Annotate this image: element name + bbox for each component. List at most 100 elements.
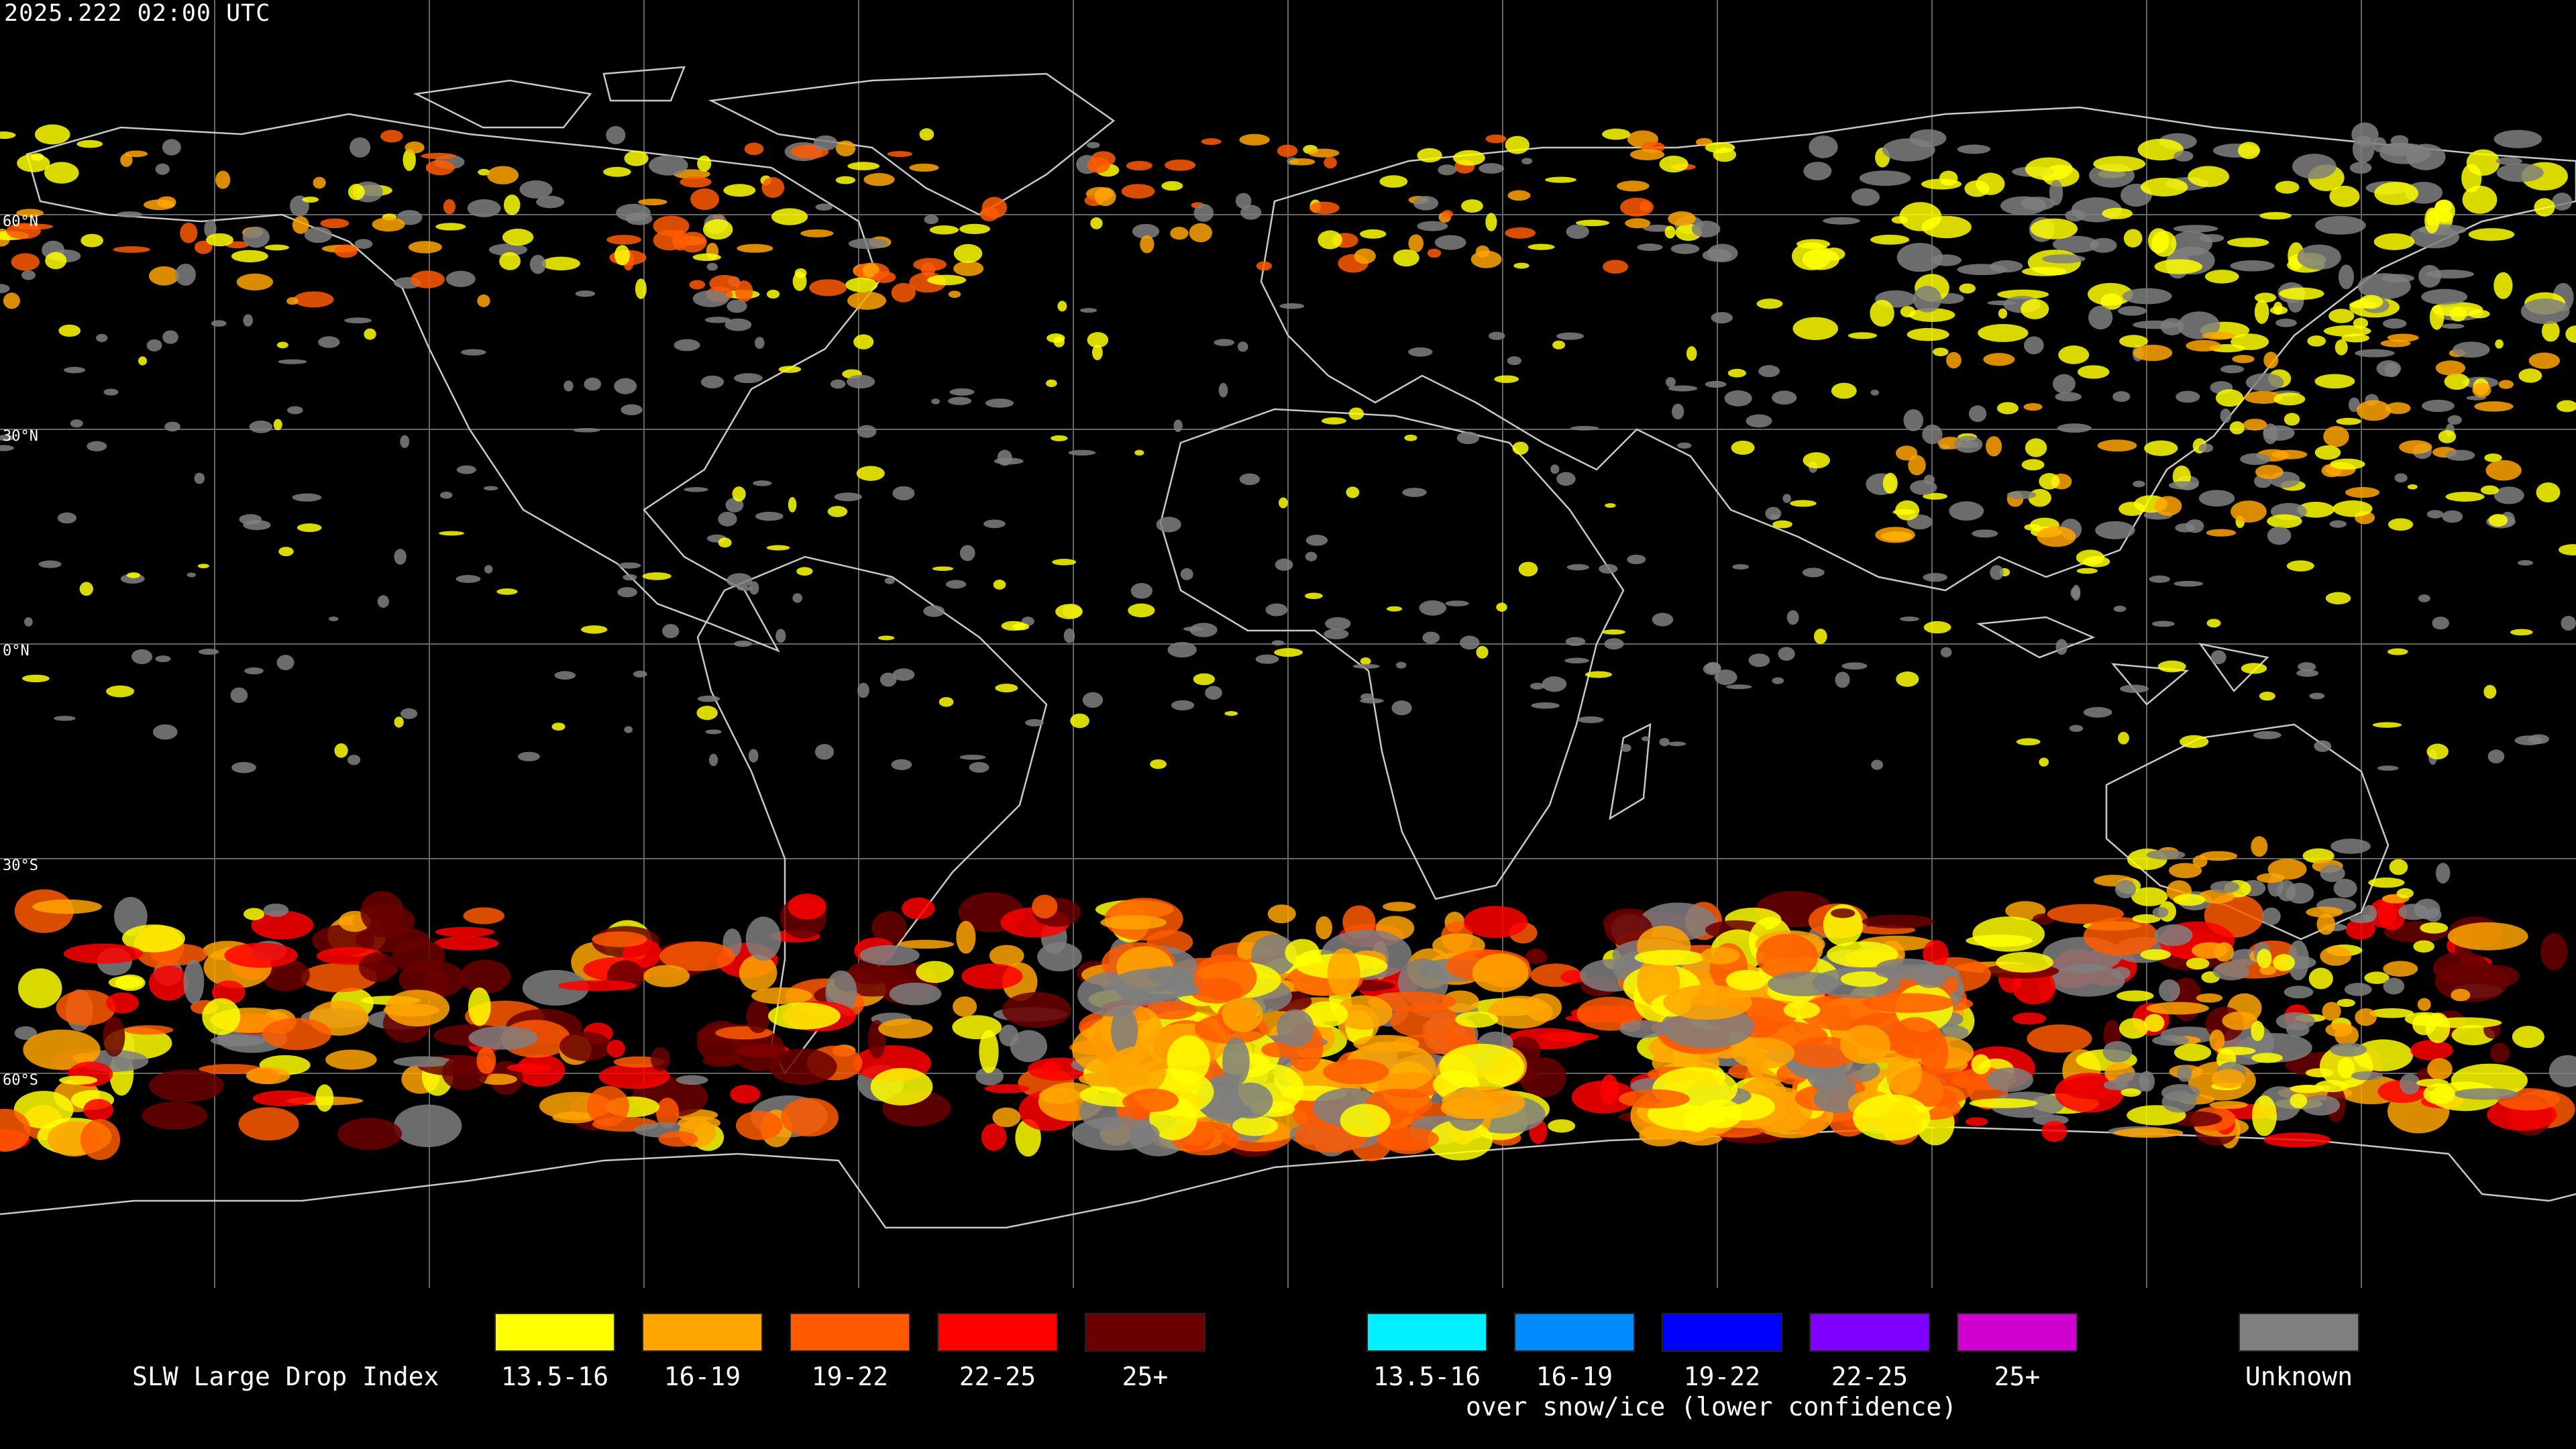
cloud-cell <box>438 531 464 536</box>
cloud-cell <box>2151 621 2175 627</box>
cloud-cell <box>87 441 107 451</box>
cloud-cell <box>2177 1065 2192 1082</box>
cloud-cell <box>435 223 466 231</box>
cloud-cell <box>1239 473 1260 486</box>
cloud-cell <box>455 575 481 583</box>
cloud-cell <box>144 199 175 211</box>
cloud-cell <box>2198 490 2235 507</box>
cloud-cell <box>286 297 299 305</box>
cloud-cell <box>635 278 647 299</box>
cloud-cell <box>2093 156 2146 172</box>
cloud-cell <box>408 241 442 254</box>
cloud-cell <box>1324 629 1349 640</box>
cloud-cell <box>1126 160 1152 171</box>
label-snow-2: 16-19 <box>1536 1362 1613 1391</box>
cloud-cell <box>2263 1132 2331 1148</box>
cloud-cell <box>1870 234 1910 245</box>
cloud-cell <box>2518 368 2542 383</box>
cloud-cell <box>2496 163 2544 182</box>
cloud-cell <box>847 291 887 310</box>
cloud-cell <box>476 1046 496 1074</box>
cloud-cell <box>1900 306 1916 318</box>
lat-lon-grid <box>0 0 2576 1288</box>
cloud-cell <box>1505 227 1536 239</box>
cloud-cell <box>2387 648 2408 655</box>
cloud-cell <box>293 291 334 308</box>
cloud-cell <box>238 1107 299 1141</box>
cloud-cell <box>2451 989 2471 1002</box>
cloud-cell <box>1886 1053 1922 1096</box>
cloud-cell <box>57 512 77 524</box>
cloud-cell <box>2474 401 2514 412</box>
cloud-cell <box>1957 264 2008 276</box>
cloud-cell <box>1012 623 1030 631</box>
cloud-cell <box>2047 904 2125 924</box>
cloud-cell <box>1130 583 1153 599</box>
cloud-cell <box>857 425 877 438</box>
cloud-cell <box>1746 414 1772 428</box>
cloud-cell <box>2025 157 2073 180</box>
cloud-cell <box>113 246 150 253</box>
cloud-cell <box>1966 934 2033 947</box>
cloud-cell <box>1237 341 1248 352</box>
snow-ice-caption: over snow/ice (lower confidence) <box>1466 1392 1957 1421</box>
cloud-cell <box>2271 449 2308 460</box>
cloud-cell <box>2113 1128 2184 1138</box>
cloud-cell <box>1224 711 1238 716</box>
cloud-cell <box>350 137 371 158</box>
cloud-cell <box>1896 671 1919 687</box>
cloud-cell <box>592 931 647 947</box>
cloud-cell <box>125 150 148 158</box>
cloud-cell <box>2362 905 2377 922</box>
cloud-cell <box>1618 1089 1690 1109</box>
cloud-cell <box>435 926 494 937</box>
cloud-cell <box>771 208 808 225</box>
cloud-cell <box>2095 521 2135 539</box>
cloud-cell <box>1531 702 1560 709</box>
label-primary-5: 25+ <box>1122 1362 1169 1391</box>
cloud-cell <box>400 435 410 448</box>
cloud-cell <box>2447 922 2528 951</box>
cloud-cell <box>835 140 856 157</box>
cloud-cell <box>897 940 955 949</box>
cloud-cell <box>727 573 753 588</box>
cloud-cell <box>1986 1067 2034 1092</box>
cloud-cell <box>2152 1035 2190 1046</box>
cloud-cell <box>1316 916 1332 940</box>
cloud-cell <box>2027 1024 2092 1053</box>
swatch-snow-3 <box>1662 1313 1782 1352</box>
cloud-cell <box>1969 1098 2038 1108</box>
cloud-cell <box>2422 399 2455 413</box>
cloud-cell <box>400 708 418 719</box>
cloud-cell <box>1625 218 1651 229</box>
cloud-cell <box>1340 1104 1391 1138</box>
cloud-cell <box>2412 1014 2436 1036</box>
cloud-cell <box>2173 894 2206 906</box>
cloud-cell <box>1921 215 1972 239</box>
cloud-cell <box>2217 1046 2256 1055</box>
cloud-cell <box>1111 1007 1138 1055</box>
cloud-cell <box>891 759 912 770</box>
cloud-cell <box>649 155 688 176</box>
cloud-cell <box>603 166 631 177</box>
cloud-cell <box>643 965 690 987</box>
cloud-cell <box>1732 564 1750 570</box>
cloud-cell <box>2364 971 2390 984</box>
cloud-cell <box>706 262 718 271</box>
cloud-cell <box>624 150 649 166</box>
cloud-cell <box>243 314 253 327</box>
cloud-cell <box>76 140 103 148</box>
cloud-cell <box>297 523 322 533</box>
cloud-cell <box>2328 309 2355 323</box>
cloud-cell <box>1279 303 1305 309</box>
cloud-cell <box>425 160 455 176</box>
cloud-cell <box>2487 749 2505 763</box>
cloud-cell <box>1082 692 1104 708</box>
cloud-cell <box>116 211 143 218</box>
cloud-cell <box>690 188 720 211</box>
cloud-cell <box>0 1108 31 1152</box>
cloud-cell <box>83 1099 114 1122</box>
cloud-cell <box>1180 568 1193 580</box>
cloud-cell <box>1037 942 1082 972</box>
cloud-cell <box>2253 731 2282 739</box>
